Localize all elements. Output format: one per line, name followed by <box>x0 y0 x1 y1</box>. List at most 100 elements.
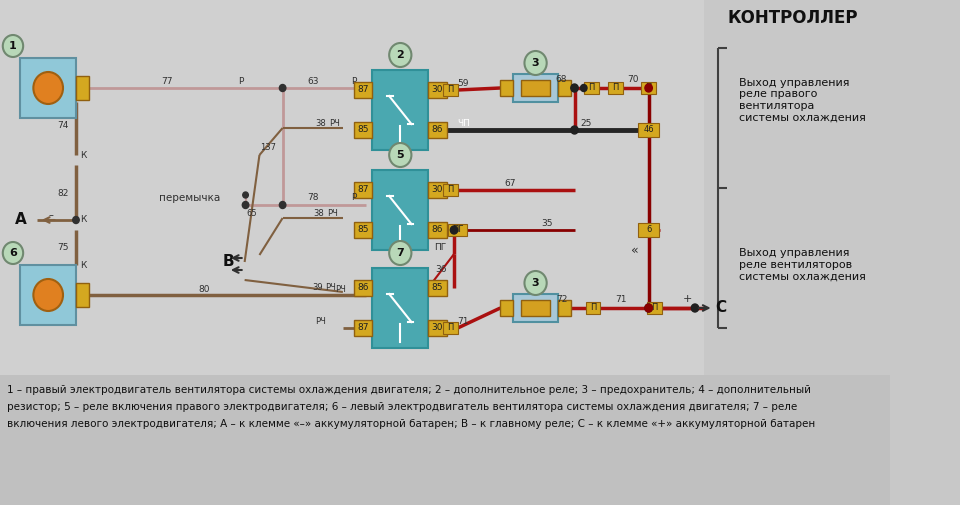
Bar <box>443 322 458 334</box>
Bar <box>0 375 890 505</box>
Text: П: П <box>447 185 453 194</box>
Bar <box>428 280 446 296</box>
Text: 82: 82 <box>58 188 68 197</box>
Text: 25: 25 <box>580 120 591 128</box>
Text: 74: 74 <box>58 121 68 129</box>
Circle shape <box>279 201 286 209</box>
Circle shape <box>389 43 412 67</box>
Bar <box>520 300 550 316</box>
Circle shape <box>3 242 23 264</box>
Text: 59: 59 <box>458 79 469 88</box>
Text: 87: 87 <box>357 324 369 332</box>
Text: 2: 2 <box>396 50 404 60</box>
Text: РЧ: РЧ <box>336 284 347 293</box>
Text: 3: 3 <box>532 278 540 288</box>
Circle shape <box>524 271 546 295</box>
Text: РЧ: РЧ <box>325 283 336 292</box>
Text: Выход управления
реле правого
вентилятора
системы охлаждения: Выход управления реле правого вентилятор… <box>739 78 866 122</box>
Text: П: П <box>651 304 658 313</box>
Text: 85: 85 <box>357 226 369 234</box>
Bar <box>500 80 514 96</box>
Bar <box>428 182 446 198</box>
Bar <box>76 283 89 307</box>
Bar <box>372 268 428 348</box>
Bar <box>354 182 372 198</box>
Circle shape <box>645 304 653 312</box>
Bar <box>428 82 446 98</box>
Text: 35: 35 <box>540 220 552 228</box>
Text: «: « <box>631 243 638 257</box>
Text: КОНТРОЛЛЕР: КОНТРОЛЛЕР <box>727 9 857 27</box>
Text: 36: 36 <box>435 266 446 275</box>
Bar <box>586 302 600 314</box>
Text: П: П <box>447 324 453 332</box>
Bar <box>0 375 890 505</box>
Text: 85: 85 <box>432 283 444 292</box>
Bar <box>641 82 656 94</box>
Text: К: К <box>81 150 86 160</box>
Text: 30: 30 <box>432 85 444 94</box>
Circle shape <box>581 84 587 91</box>
Text: 71: 71 <box>615 295 627 305</box>
Text: РЧ: РЧ <box>329 120 340 128</box>
Bar <box>638 123 659 137</box>
Text: 87: 87 <box>357 85 369 94</box>
Text: 39: 39 <box>312 283 323 292</box>
Bar <box>558 300 571 316</box>
Circle shape <box>73 217 80 224</box>
Text: П: П <box>589 304 596 313</box>
Text: 65: 65 <box>247 209 257 218</box>
Text: 6: 6 <box>646 226 651 234</box>
Text: –: – <box>49 210 54 220</box>
Circle shape <box>242 201 249 209</box>
Text: 67: 67 <box>504 179 516 188</box>
Text: Р: Р <box>238 77 244 86</box>
Text: 1: 1 <box>9 41 17 51</box>
Bar <box>20 58 76 118</box>
Text: А: А <box>14 213 26 227</box>
Text: Р: Р <box>351 193 357 203</box>
Circle shape <box>3 35 23 57</box>
Text: включения левого электродвигателя; А – к клемме «–» аккумуляторной батарен; В – : включения левого электродвигателя; А – к… <box>8 419 816 429</box>
Text: 77: 77 <box>161 77 173 86</box>
Bar <box>428 222 446 238</box>
Bar <box>443 184 458 196</box>
Circle shape <box>389 143 412 167</box>
Circle shape <box>279 84 286 91</box>
Text: ЧП: ЧП <box>457 120 469 128</box>
Bar <box>638 223 659 237</box>
Bar <box>428 122 446 138</box>
Text: РЧ: РЧ <box>327 210 338 219</box>
Text: 46: 46 <box>643 126 654 134</box>
Circle shape <box>571 84 578 92</box>
Circle shape <box>34 279 63 311</box>
Text: 71: 71 <box>458 318 469 327</box>
Bar <box>705 0 890 375</box>
Text: 6: 6 <box>9 248 17 258</box>
Text: К: К <box>81 216 86 225</box>
Bar <box>500 300 514 316</box>
Text: 86: 86 <box>432 226 444 234</box>
Text: 78: 78 <box>307 193 319 203</box>
Bar <box>514 74 558 102</box>
Text: 87: 87 <box>357 185 369 194</box>
Bar <box>558 80 571 96</box>
Text: ПГ: ПГ <box>452 226 464 234</box>
Text: П: П <box>588 83 594 92</box>
Text: 137: 137 <box>260 143 276 153</box>
Text: С: С <box>715 300 727 316</box>
Text: П: П <box>612 83 618 92</box>
Bar <box>448 224 467 236</box>
Text: 86: 86 <box>432 126 444 134</box>
Circle shape <box>34 72 63 104</box>
Text: Р: Р <box>351 77 357 86</box>
Bar <box>0 0 705 375</box>
Bar <box>354 122 372 138</box>
Text: 70: 70 <box>627 76 638 84</box>
Text: ПГ: ПГ <box>434 243 446 252</box>
Text: Выход управления
реле вентиляторов
системы охлаждения: Выход управления реле вентиляторов систе… <box>739 248 866 282</box>
Text: 5: 5 <box>396 150 404 160</box>
Bar <box>372 70 428 150</box>
Bar <box>443 84 458 96</box>
Circle shape <box>450 226 458 234</box>
